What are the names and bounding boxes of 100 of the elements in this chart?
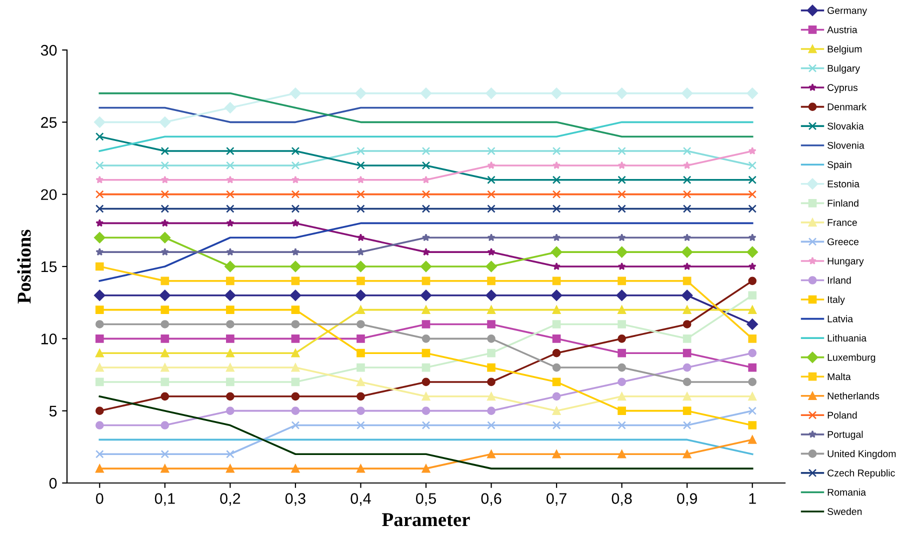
point — [160, 363, 170, 372]
point — [291, 204, 300, 213]
point — [422, 190, 430, 198]
x-axis-title: Parameter — [382, 513, 470, 526]
point — [618, 334, 626, 343]
point — [291, 176, 300, 184]
point — [160, 450, 170, 458]
point — [226, 348, 234, 358]
point — [552, 276, 561, 286]
point — [681, 290, 693, 301]
point — [682, 306, 692, 314]
point — [616, 246, 628, 258]
point — [356, 190, 365, 198]
point — [356, 233, 365, 242]
point — [422, 146, 430, 156]
point — [487, 320, 496, 328]
point — [291, 392, 300, 401]
y-axis-title: Positions — [17, 230, 31, 304]
point — [95, 450, 104, 458]
point — [95, 190, 104, 198]
point — [487, 406, 496, 415]
legend-label: Austria — [827, 26, 858, 34]
x-tick-label: 0 — [96, 493, 104, 504]
point — [682, 348, 692, 358]
point — [356, 348, 365, 358]
point — [291, 348, 300, 358]
point — [748, 334, 757, 343]
point — [95, 378, 104, 386]
point — [420, 290, 432, 301]
point — [618, 306, 626, 314]
point — [95, 464, 104, 473]
point — [618, 450, 626, 458]
y-tick-label: 10 — [41, 334, 57, 344]
legend-label: Sweden — [828, 508, 862, 515]
point — [682, 334, 692, 343]
point — [160, 392, 170, 401]
point — [160, 421, 170, 430]
point — [618, 406, 626, 415]
point — [226, 161, 234, 170]
point — [748, 421, 757, 430]
point — [422, 161, 430, 170]
y-tick-label: 5 — [49, 406, 57, 417]
point — [552, 233, 561, 242]
point — [422, 378, 430, 386]
legend-label: Hungary — [828, 258, 864, 266]
point — [291, 161, 300, 170]
y-tick-label: 25 — [41, 117, 57, 128]
point — [291, 334, 300, 343]
point — [618, 204, 626, 213]
point — [748, 436, 757, 444]
point — [226, 378, 234, 386]
legend-label: Poland — [828, 412, 857, 419]
point — [291, 378, 300, 386]
point — [226, 219, 234, 227]
point — [746, 318, 758, 330]
x-tick-label: 0,6 — [481, 493, 502, 506]
point — [552, 406, 561, 415]
point — [682, 421, 692, 430]
x-tick-label: 0,4 — [350, 493, 371, 506]
point — [356, 248, 365, 256]
point — [95, 320, 104, 328]
legend-label: Malta — [828, 372, 851, 380]
point — [356, 161, 365, 170]
point — [356, 406, 365, 415]
point — [356, 320, 365, 328]
point — [552, 190, 561, 198]
point — [618, 348, 626, 358]
point — [748, 204, 757, 213]
point — [748, 363, 757, 372]
point — [290, 290, 302, 301]
point — [94, 290, 106, 301]
point — [748, 161, 757, 170]
point — [160, 161, 170, 170]
point — [748, 348, 757, 358]
point — [422, 276, 430, 286]
point — [618, 190, 626, 198]
point — [95, 306, 104, 314]
point — [682, 406, 692, 415]
point — [487, 161, 496, 169]
point — [552, 161, 561, 169]
point — [159, 116, 171, 128]
point — [291, 320, 300, 328]
point — [356, 363, 365, 372]
point — [618, 146, 626, 156]
point — [160, 320, 170, 328]
point — [422, 464, 430, 473]
point — [291, 276, 300, 286]
point — [748, 306, 757, 314]
point — [552, 176, 561, 184]
legend-label: Irland — [828, 276, 851, 284]
point — [160, 306, 170, 314]
point — [160, 176, 169, 184]
point — [160, 219, 169, 227]
point — [682, 276, 692, 286]
point — [682, 363, 692, 372]
point — [683, 262, 692, 270]
point — [290, 260, 302, 272]
point — [618, 421, 626, 430]
point — [226, 176, 234, 184]
point — [224, 260, 236, 272]
